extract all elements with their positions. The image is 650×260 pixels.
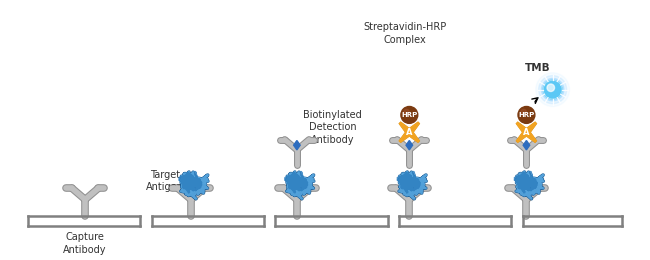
Polygon shape [408,130,419,142]
Circle shape [404,109,410,115]
Circle shape [541,78,564,101]
Text: A: A [523,128,530,137]
Text: Target
Antigen: Target Antigen [146,170,184,192]
Circle shape [518,107,535,123]
Polygon shape [517,130,528,142]
Polygon shape [517,130,528,142]
Polygon shape [408,130,419,142]
Text: TMB: TMB [525,63,551,73]
Circle shape [539,76,567,104]
Text: HRP: HRP [518,112,534,118]
Polygon shape [517,122,528,134]
Circle shape [547,84,554,92]
Polygon shape [406,140,413,150]
Text: Streptavidin-HRP
Complex: Streptavidin-HRP Complex [363,23,447,45]
Polygon shape [399,130,411,142]
Polygon shape [525,122,536,134]
Polygon shape [399,122,411,134]
Polygon shape [523,140,530,150]
Polygon shape [408,122,419,134]
Text: Capture
Antibody: Capture Antibody [64,232,107,255]
Text: Biotinylated
Detection
Antibody: Biotinylated Detection Antibody [303,110,362,145]
Polygon shape [525,122,536,134]
Circle shape [401,107,418,123]
Polygon shape [525,130,536,142]
Polygon shape [525,130,536,142]
Polygon shape [399,130,411,142]
Text: HRP: HRP [401,112,417,118]
Circle shape [536,73,569,107]
Text: A: A [406,128,413,137]
Circle shape [521,109,526,115]
Polygon shape [294,140,300,150]
Polygon shape [408,122,419,134]
Polygon shape [517,122,528,134]
Circle shape [543,80,562,99]
Polygon shape [399,122,411,134]
